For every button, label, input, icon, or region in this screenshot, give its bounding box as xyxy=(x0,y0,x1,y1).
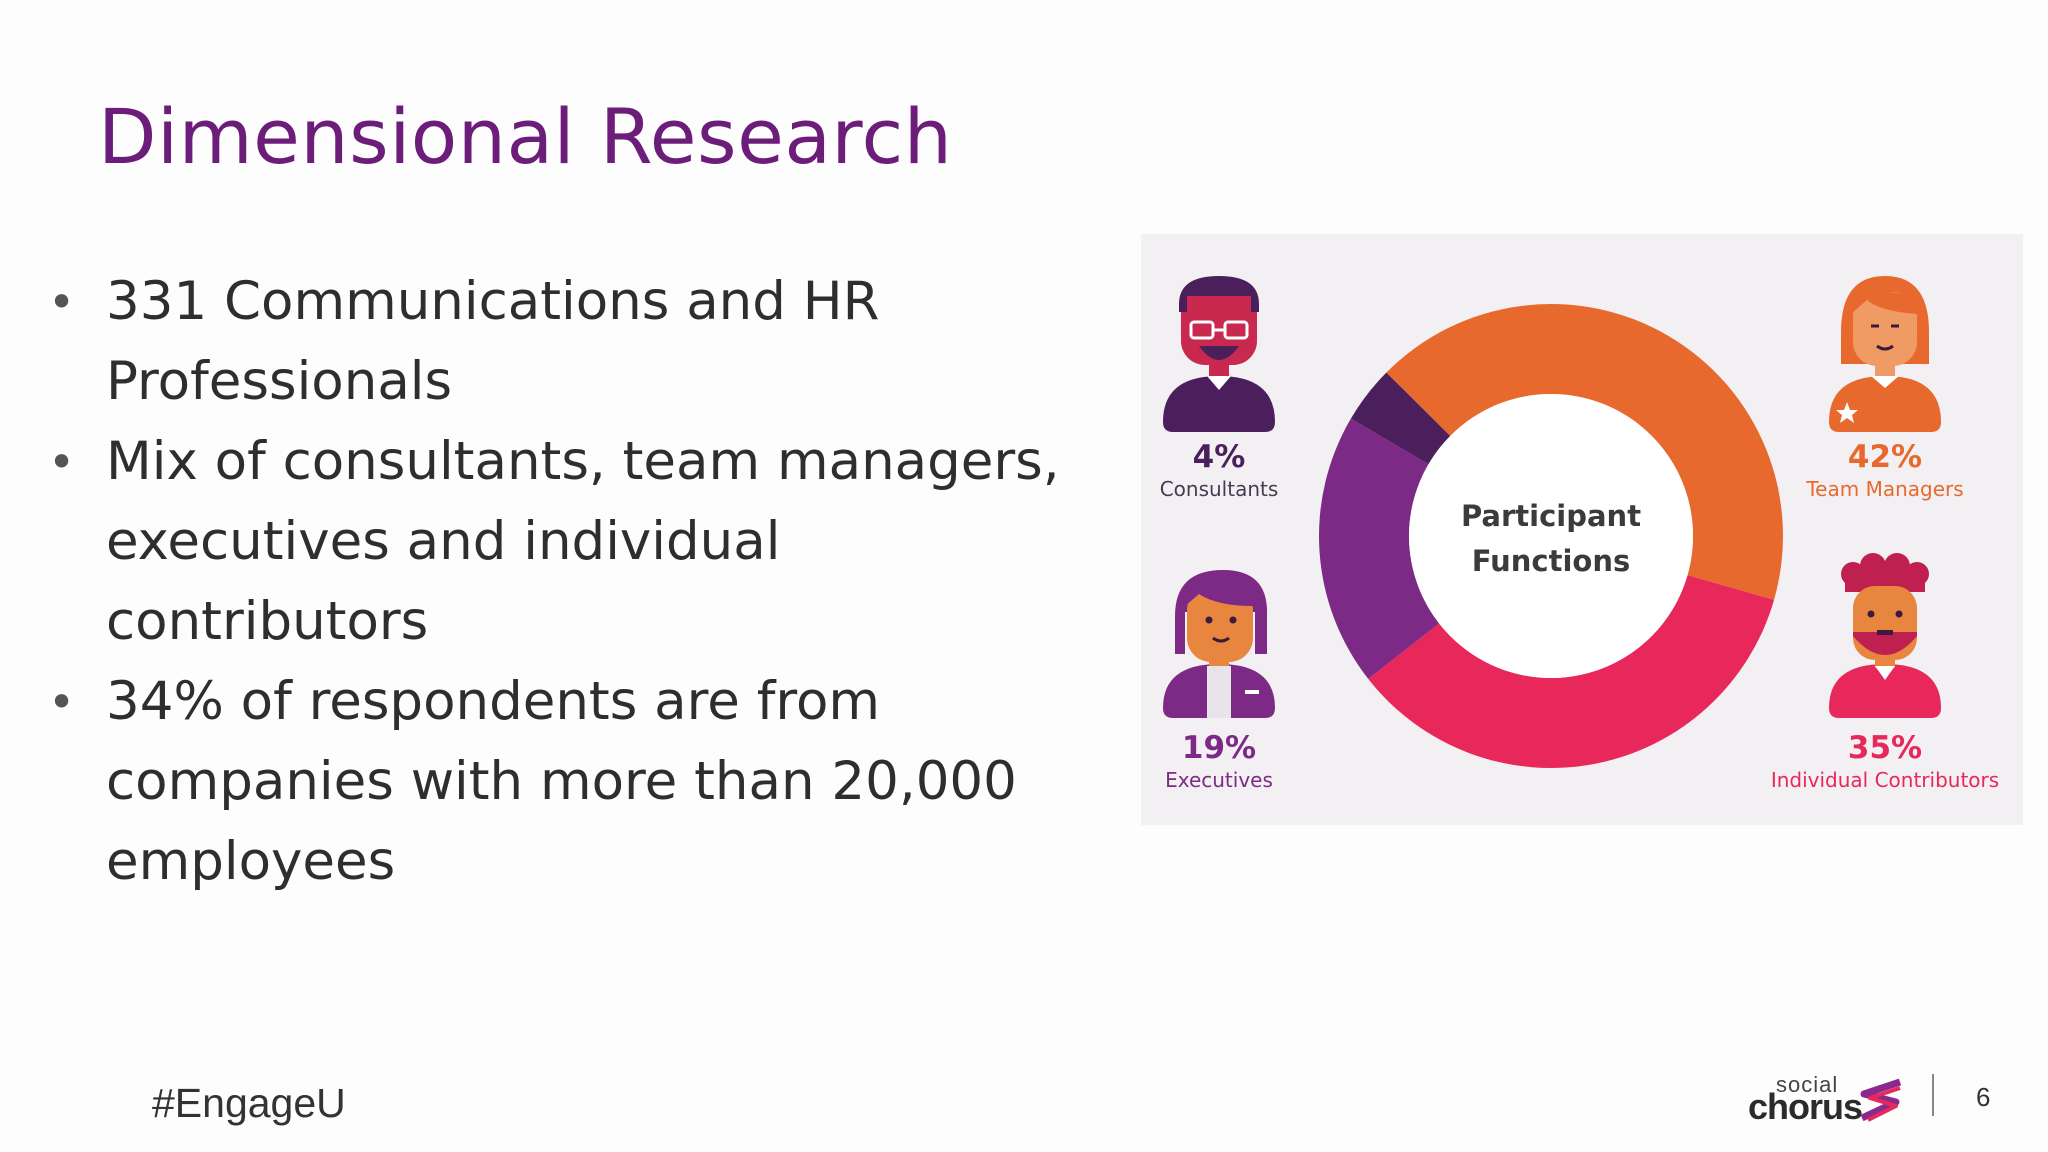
socialchorus-logo: social chorus xyxy=(1748,1072,1908,1127)
page-number: 6 xyxy=(1976,1082,1991,1112)
slide-title: Dimensional Research xyxy=(98,92,953,181)
bullet-line: executives and individual contributors xyxy=(106,511,781,652)
bullet-marker: • xyxy=(48,275,76,329)
bullet-line: employees xyxy=(106,831,396,892)
consultants-category-label: Consultants xyxy=(1160,477,1279,501)
individual-contributors-value-label: 35% xyxy=(1848,730,1922,766)
bullet-marker: • xyxy=(48,675,76,729)
bullet-list: • 331 Communications and HR Professional… xyxy=(48,262,1108,902)
donut-slice-executives xyxy=(1319,418,1440,679)
footer-divider xyxy=(1932,1074,1934,1116)
bullet-item: • Mix of consultants, team managers, exe… xyxy=(48,422,1108,662)
chart-title-line: Functions xyxy=(1472,544,1630,578)
executives-value-label: 19% xyxy=(1182,730,1256,766)
hashtag-label: #EngageU xyxy=(152,1080,346,1126)
team-manager-avatar-icon xyxy=(1829,276,1941,432)
logo-mark-icon xyxy=(1860,1078,1902,1122)
donut-hole xyxy=(1409,394,1693,678)
bullet-line: 34% of respondents are from xyxy=(106,671,881,732)
consultants-value-label: 4% xyxy=(1193,439,1246,475)
donut-slice-individual-contributors xyxy=(1368,575,1775,768)
consultant-avatar-icon xyxy=(1163,276,1275,432)
donut-slices xyxy=(1319,304,1783,768)
participant-functions-figure: Participant Functions xyxy=(1141,234,2023,825)
bullet-marker: • xyxy=(48,435,76,489)
executives-category-label: Executives xyxy=(1165,768,1273,792)
executive-avatar-icon xyxy=(1163,570,1275,718)
individual-contributor-avatar-icon xyxy=(1829,553,1941,718)
bullet-line: 331 Communications and HR xyxy=(106,271,880,332)
chart-title-line: Participant xyxy=(1461,499,1641,533)
logo-social-text: social xyxy=(1776,1072,1839,1097)
individual-contributors-category-label: Individual Contributors xyxy=(1771,768,1999,792)
bullet-item: • 34% of respondents are from companies … xyxy=(48,662,1108,902)
donut-slice-consultants xyxy=(1350,372,1451,465)
bullet-line: Mix of consultants, team managers, xyxy=(106,431,1060,492)
bullet-line: Professionals xyxy=(106,351,453,412)
team-managers-value-label: 42% xyxy=(1848,439,1922,475)
donut-chart: Participant Functions xyxy=(1160,276,1999,792)
bullet-line: companies with more than 20,000 xyxy=(106,751,1017,812)
team-managers-category-label: Team Managers xyxy=(1805,477,1963,501)
logo-chorus-text: chorus xyxy=(1748,1086,1863,1127)
donut-slice-team-managers xyxy=(1386,304,1783,600)
bullet-item: • 331 Communications and HR Professional… xyxy=(48,262,1108,422)
